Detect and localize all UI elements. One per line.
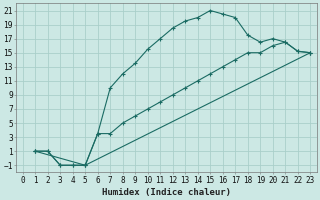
- X-axis label: Humidex (Indice chaleur): Humidex (Indice chaleur): [102, 188, 231, 197]
